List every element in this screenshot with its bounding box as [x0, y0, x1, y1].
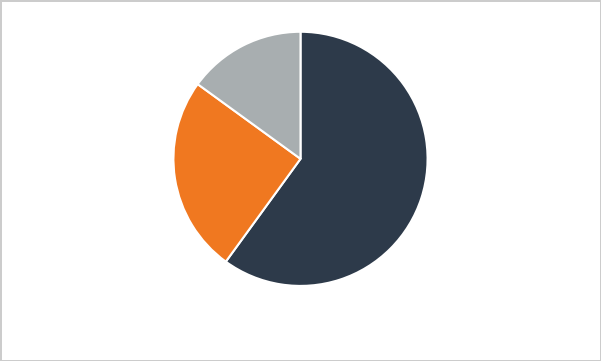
Wedge shape — [226, 32, 427, 286]
Wedge shape — [174, 84, 300, 262]
Wedge shape — [198, 32, 300, 159]
